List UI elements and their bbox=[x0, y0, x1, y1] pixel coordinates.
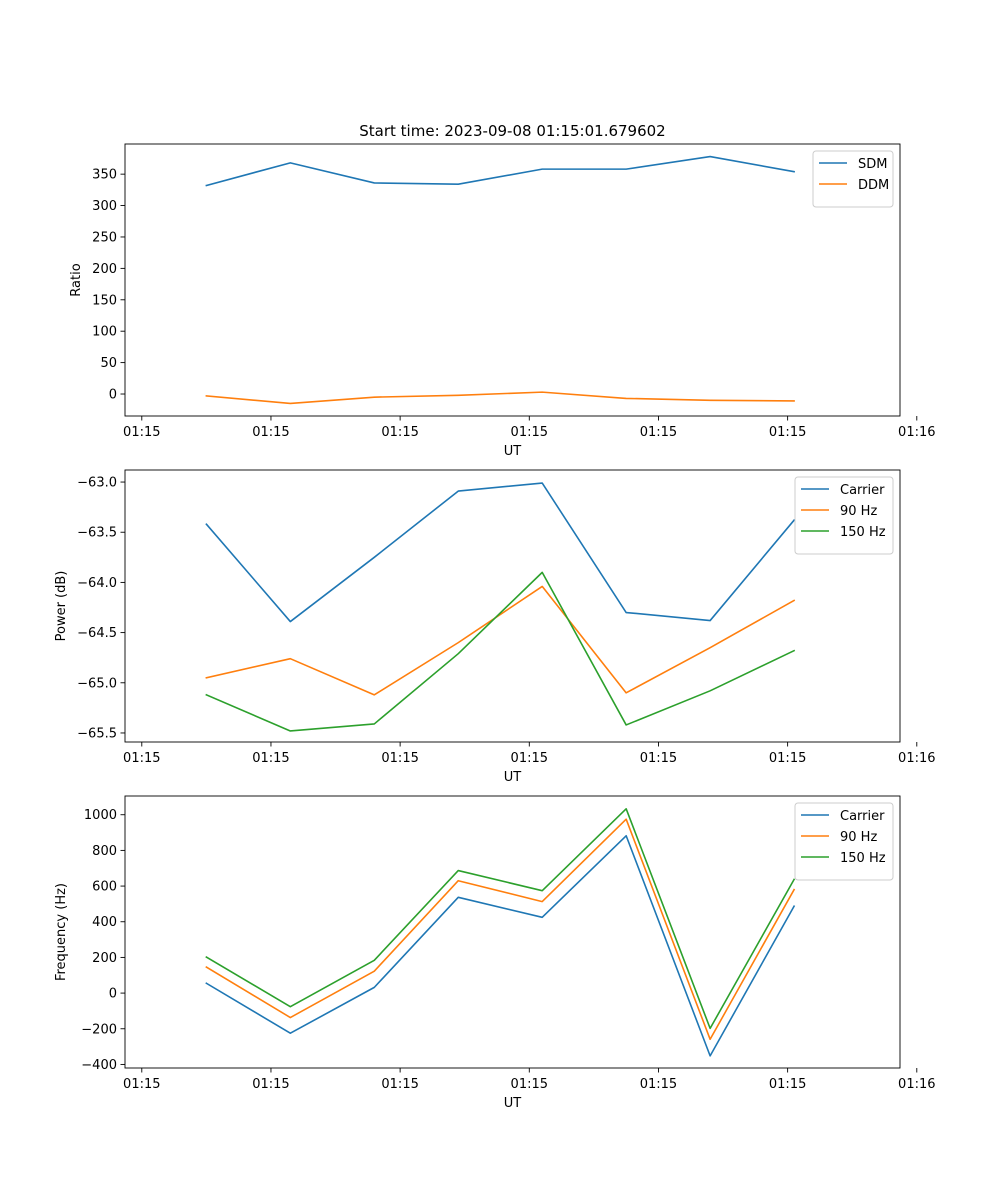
axes-frame bbox=[124, 143, 901, 417]
y-axis-label: Frequency (Hz) bbox=[54, 883, 69, 981]
chart-panel-1: 01:15 01:15 01:15 01:15 01:15 01:15 01:16 0 50 10… bbox=[69, 143, 936, 459]
legend-label: SDM bbox=[858, 157, 887, 172]
y-tick-label: −200 bbox=[81, 1022, 117, 1037]
x-tick-label: 01:15 bbox=[381, 751, 418, 766]
x-tick-label: 01:15 bbox=[381, 425, 418, 440]
series-line-150-hz bbox=[205, 808, 796, 1030]
legend-label: 90 Hz bbox=[840, 830, 877, 845]
x-axis-label: UT bbox=[504, 444, 522, 459]
y-tick-label: 200 bbox=[92, 262, 117, 277]
chart-panel-2: 01:15 01:15 01:15 01:15 01:15 01:15 01:16 −65.5… bbox=[54, 469, 936, 785]
legend-box bbox=[794, 802, 894, 881]
y-axis-label: Ratio bbox=[69, 263, 84, 296]
x-tick-label: 01:15 bbox=[252, 751, 289, 766]
y-tick-label: 100 bbox=[92, 325, 117, 340]
x-tick-label: 01:15 bbox=[511, 751, 548, 766]
x-tick-label: 01:15 bbox=[640, 425, 677, 440]
y-tick-label: 350 bbox=[92, 168, 117, 183]
axes-frame bbox=[124, 795, 901, 1069]
x-tick-label: 01:15 bbox=[769, 1077, 806, 1092]
axes-frame bbox=[124, 469, 901, 743]
legend-box bbox=[812, 150, 894, 208]
series-line-90-hz bbox=[205, 585, 796, 696]
legend: SDM DDM bbox=[812, 150, 894, 208]
y-tick-label: 300 bbox=[92, 199, 117, 214]
series-line-150-hz bbox=[205, 571, 796, 732]
x-axis-label: UT bbox=[504, 1096, 522, 1111]
legend-box bbox=[794, 476, 894, 555]
y-tick-label: −65.5 bbox=[77, 726, 117, 741]
legend: Carrier 90 Hz 150 Hz bbox=[794, 802, 894, 881]
x-tick-label: 01:15 bbox=[252, 1077, 289, 1092]
series-line-carrier bbox=[205, 482, 796, 623]
y-tick-label: 600 bbox=[92, 880, 117, 895]
chart-panel-3: 01:15 01:15 01:15 01:15 01:15 01:15 01:16 −400 −… bbox=[54, 795, 936, 1111]
legend-label: DDM bbox=[858, 178, 889, 193]
series-lines bbox=[205, 808, 796, 1057]
y-tick-label: 200 bbox=[92, 951, 117, 966]
series-line-ddm bbox=[205, 391, 795, 405]
x-tick-label: 01:15 bbox=[511, 1077, 548, 1092]
y-tick-label: 150 bbox=[92, 293, 117, 308]
y-tick-label: 400 bbox=[92, 915, 117, 930]
y-tick-label: −400 bbox=[81, 1058, 117, 1073]
y-tick-label: 0 bbox=[109, 987, 117, 1002]
x-tick-label: 01:15 bbox=[640, 751, 677, 766]
x-tick-label: 01:15 bbox=[123, 425, 160, 440]
y-tick-label: 1000 bbox=[84, 808, 117, 823]
legend-label: 150 Hz bbox=[840, 851, 886, 866]
panels: 01:15 01:15 01:15 01:15 01:15 01:15 01:16 0 50 10… bbox=[54, 143, 936, 1111]
figure-title: Start time: 2023-09-08 01:15:01.679602 bbox=[359, 122, 665, 140]
legend-label: Carrier bbox=[840, 483, 885, 498]
x-tick-label: 01:16 bbox=[898, 751, 935, 766]
y-tick-label: −64.5 bbox=[77, 626, 117, 641]
y-axis-label: Power (dB) bbox=[54, 571, 69, 642]
x-tick-label: 01:16 bbox=[898, 425, 935, 440]
x-tick-label: 01:15 bbox=[640, 1077, 677, 1092]
x-tick-label: 01:15 bbox=[123, 1077, 160, 1092]
series-line-carrier bbox=[205, 834, 796, 1057]
y-tick-label: −63.0 bbox=[77, 476, 117, 491]
legend-label: 90 Hz bbox=[840, 504, 877, 519]
y-tick-label: −63.5 bbox=[77, 526, 117, 541]
legend-label: Carrier bbox=[840, 809, 885, 824]
series-lines bbox=[205, 482, 796, 732]
x-tick-label: 01:15 bbox=[769, 751, 806, 766]
x-axis-label: UT bbox=[504, 770, 522, 785]
y-tick-label: −65.0 bbox=[77, 676, 117, 691]
legend-label: 150 Hz bbox=[840, 525, 886, 540]
y-tick-label: −64.0 bbox=[77, 576, 117, 591]
y-tick-label: 800 bbox=[92, 844, 117, 859]
legend: Carrier 90 Hz 150 Hz bbox=[794, 476, 894, 555]
x-tick-label: 01:15 bbox=[381, 1077, 418, 1092]
series-line-90-hz bbox=[205, 818, 796, 1041]
y-tick-label: 250 bbox=[92, 230, 117, 245]
x-tick-label: 01:15 bbox=[511, 425, 548, 440]
y-tick-label: 50 bbox=[100, 356, 117, 371]
series-line-sdm bbox=[205, 155, 796, 187]
y-tick-label: 0 bbox=[109, 388, 117, 403]
x-tick-label: 01:15 bbox=[123, 751, 160, 766]
x-tick-label: 01:15 bbox=[252, 425, 289, 440]
series-lines bbox=[205, 155, 796, 405]
x-tick-label: 01:15 bbox=[769, 425, 806, 440]
x-tick-label: 01:16 bbox=[898, 1077, 935, 1092]
